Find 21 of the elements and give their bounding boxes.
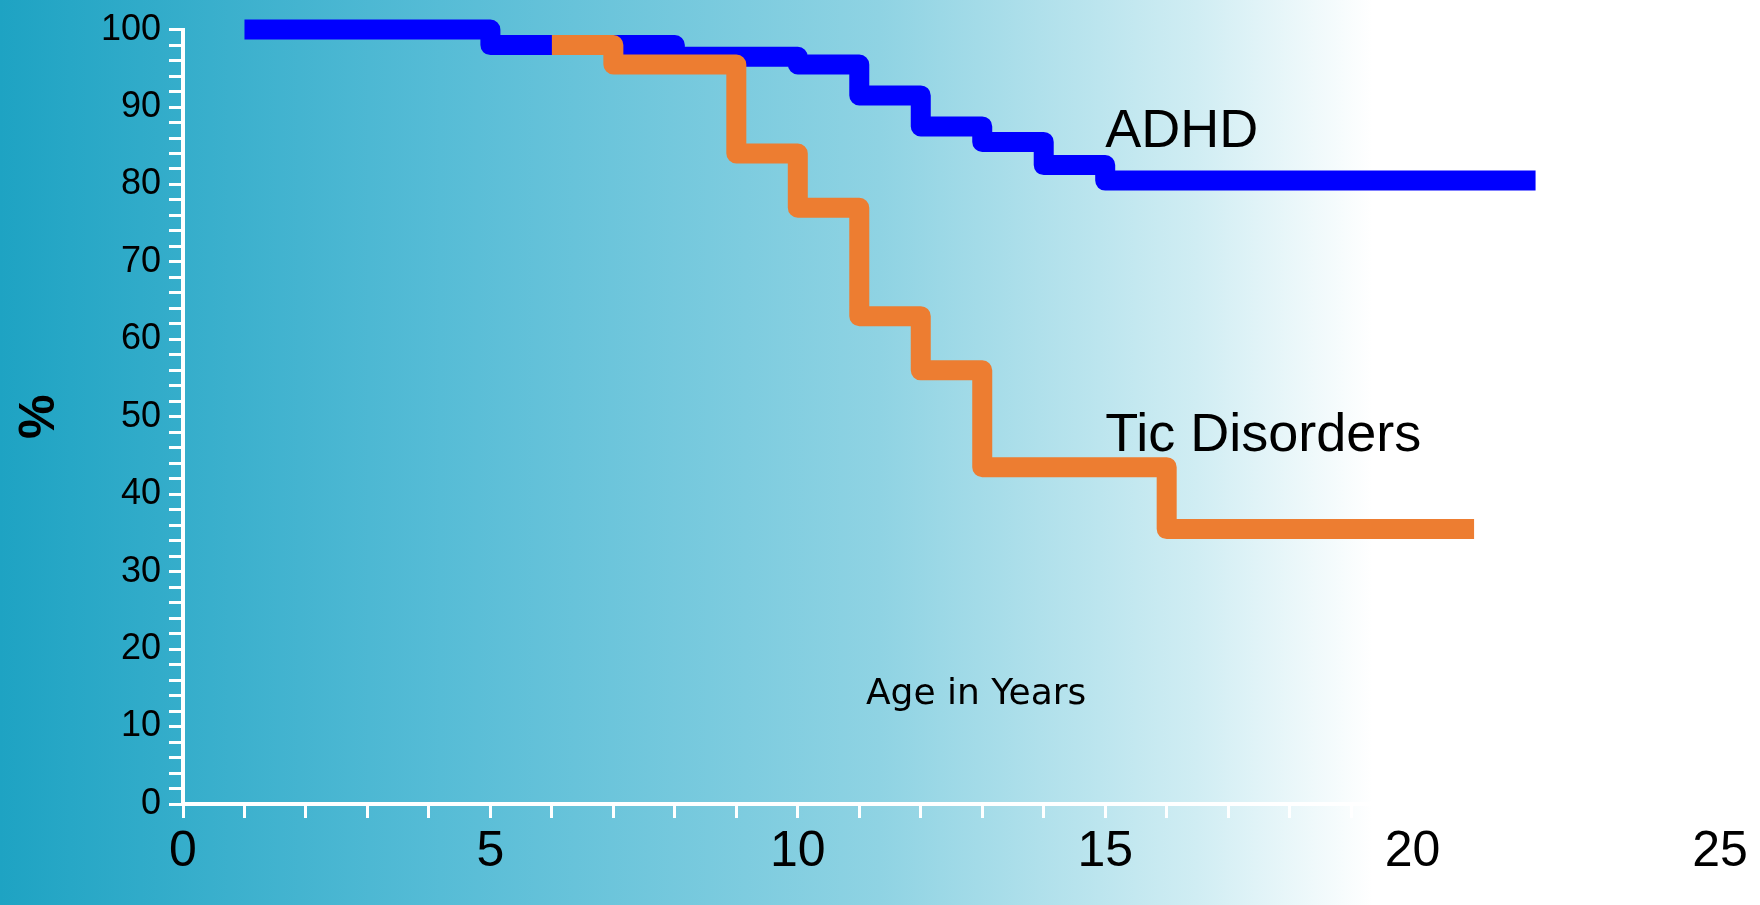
x-tick-label: 20: [1384, 820, 1441, 877]
y-tick-label: 60: [120, 316, 161, 358]
y-tick-label: 10: [120, 703, 161, 745]
x-tick-label: 0: [169, 820, 197, 877]
x-axis-title: Age in Years: [865, 671, 1087, 712]
y-tick-label: 30: [120, 548, 161, 590]
series-label: Tic Disorders: [1105, 402, 1422, 463]
x-tick-label: 25: [1692, 820, 1748, 877]
y-tick-label: 100: [100, 6, 161, 48]
x-tick-label: 10: [769, 820, 826, 877]
y-tick-label: 70: [120, 238, 161, 280]
y-tick-label: 80: [120, 161, 161, 203]
y-tick-label: 40: [120, 471, 161, 513]
y-tick-label: 20: [120, 626, 161, 668]
y-tick-label: 50: [120, 393, 161, 435]
y-tick-label: 90: [120, 83, 161, 125]
x-tick-label: 5: [476, 820, 505, 877]
y-tick-label: 0: [140, 780, 161, 822]
series-label: ADHD: [1105, 97, 1259, 158]
x-tick-label: 15: [1077, 820, 1134, 877]
y-axis-title: %: [8, 394, 65, 440]
